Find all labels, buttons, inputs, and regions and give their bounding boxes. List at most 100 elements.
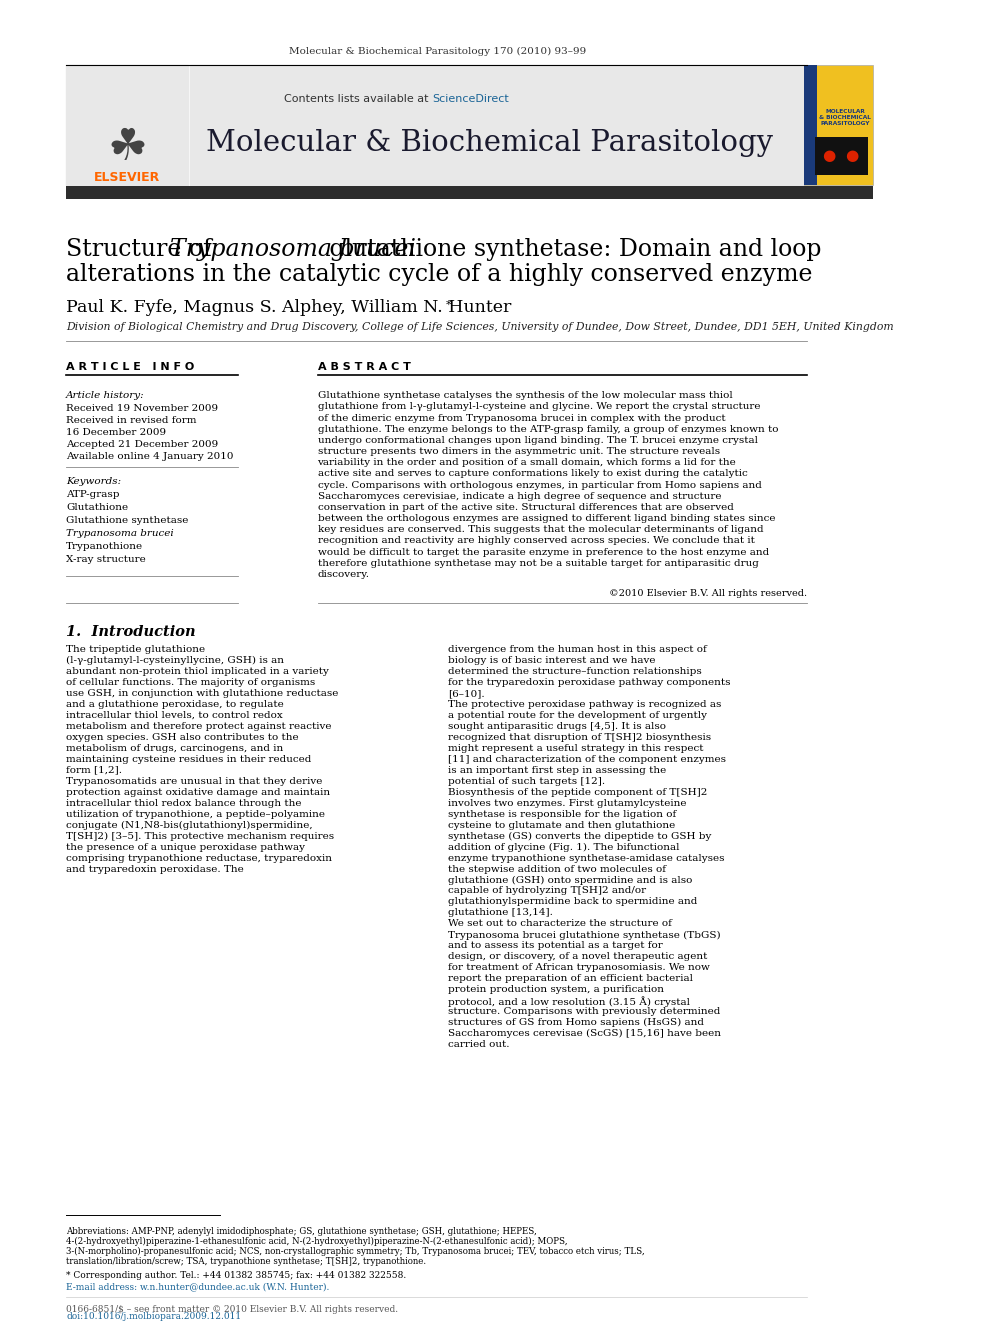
Text: Trypanosomatids are unusual in that they derive: Trypanosomatids are unusual in that they… [66,777,322,786]
Text: recognition and reactivity are highly conserved across species. We conclude that: recognition and reactivity are highly co… [317,536,754,545]
Text: determined the structure–function relationships: determined the structure–function relati… [448,667,701,676]
Text: T[SH]2) [3–5]. This protective mechanism requires: T[SH]2) [3–5]. This protective mechanism… [66,832,334,840]
Text: Trypanosoma brucei: Trypanosoma brucei [171,238,416,261]
Text: structure presents two dimers in the asymmetric unit. The structure reveals: structure presents two dimers in the asy… [317,447,719,456]
Text: divergence from the human host in this aspect of: divergence from the human host in this a… [448,646,706,654]
Text: [11] and characterization of the component enzymes: [11] and characterization of the compone… [448,755,726,763]
Text: of cellular functions. The majority of organisms: of cellular functions. The majority of o… [66,677,315,687]
Text: Keywords:: Keywords: [66,478,121,486]
Text: A R T I C L E   I N F O: A R T I C L E I N F O [66,363,194,372]
Text: glutathione from l-γ-glutamyl-l-cysteine and glycine. We report the crystal stru: glutathione from l-γ-glutamyl-l-cysteine… [317,402,760,411]
Text: 16 December 2009: 16 December 2009 [66,429,167,437]
Text: protein production system, a purification: protein production system, a purificatio… [448,986,664,995]
Text: form [1,2].: form [1,2]. [66,766,122,775]
Text: X-ray structure: X-ray structure [66,554,146,564]
Text: use GSH, in conjunction with glutathione reductase: use GSH, in conjunction with glutathione… [66,689,338,699]
Text: would be difficult to target the parasite enzyme in preference to the host enzym: would be difficult to target the parasit… [317,548,769,557]
Text: Article history:: Article history: [66,392,145,400]
Text: for treatment of African trypanosomiasis. We now: for treatment of African trypanosomiasis… [448,963,710,972]
Text: design, or discovery, of a novel therapeutic agent: design, or discovery, of a novel therape… [448,953,707,962]
Text: ☘: ☘ [107,126,147,169]
Text: cysteine to glutamate and then glutathione: cysteine to glutamate and then glutathio… [448,820,676,830]
Text: sought antiparasitic drugs [4,5]. It is also: sought antiparasitic drugs [4,5]. It is … [448,722,666,730]
Text: metabolism of drugs, carcinogens, and in: metabolism of drugs, carcinogens, and in [66,744,284,753]
Text: glutathione (GSH) onto spermidine and is also: glutathione (GSH) onto spermidine and is… [448,876,692,885]
Text: Saccharomyces cerevisiae, indicate a high degree of sequence and structure: Saccharomyces cerevisiae, indicate a hig… [317,492,721,500]
Text: involves two enzymes. First glutamylcysteine: involves two enzymes. First glutamylcyst… [448,799,686,807]
Text: 0166-6851/$ – see front matter © 2010 Elsevier B.V. All rights reserved.: 0166-6851/$ – see front matter © 2010 El… [66,1306,398,1314]
FancyBboxPatch shape [66,65,187,185]
Text: addition of glycine (Fig. 1). The bifunctional: addition of glycine (Fig. 1). The bifunc… [448,843,680,852]
Text: glutathione [13,14].: glutathione [13,14]. [448,909,553,917]
Text: metabolism and therefore protect against reactive: metabolism and therefore protect against… [66,722,331,730]
Text: Division of Biological Chemistry and Drug Discovery, College of Life Sciences, U: Division of Biological Chemistry and Dru… [66,323,894,332]
Text: Trypanosoma brucei: Trypanosoma brucei [66,529,174,538]
Text: doi:10.1016/j.molbiopara.2009.12.011: doi:10.1016/j.molbiopara.2009.12.011 [66,1312,241,1322]
FancyBboxPatch shape [189,65,805,185]
Text: Contents lists available at: Contents lists available at [284,94,433,103]
Text: A B S T R A C T: A B S T R A C T [317,363,411,372]
Text: 1.  Introduction: 1. Introduction [66,624,195,639]
Text: the presence of a unique peroxidase pathway: the presence of a unique peroxidase path… [66,843,306,852]
Text: 4-(2-hydroxyethyl)piperazine-1-ethanesulfonic acid, N-(2-hydroxyethyl)piperazine: 4-(2-hydroxyethyl)piperazine-1-ethanesul… [66,1237,567,1246]
Text: intracellular thiol levels, to control redox: intracellular thiol levels, to control r… [66,710,283,720]
Text: for the tryparedoxin peroxidase pathway components: for the tryparedoxin peroxidase pathway … [448,677,730,687]
Text: Molecular & Biochemical Parasitology 170 (2010) 93–99: Molecular & Biochemical Parasitology 170… [289,48,586,57]
Text: utilization of trypanothione, a peptide–polyamine: utilization of trypanothione, a peptide–… [66,810,325,819]
Text: variability in the order and position of a small domain, which forms a lid for t: variability in the order and position of… [317,458,736,467]
Text: [6–10].: [6–10]. [448,689,485,699]
Text: abundant non-protein thiol implicated in a variety: abundant non-protein thiol implicated in… [66,667,329,676]
Text: Available online 4 January 2010: Available online 4 January 2010 [66,452,234,460]
FancyBboxPatch shape [805,65,873,185]
Text: Molecular & Biochemical Parasitology: Molecular & Biochemical Parasitology [206,128,773,156]
Text: translation/libration/screw; TSA, trypanothione synthetase; T[SH]2, trypanothion: translation/libration/screw; TSA, trypan… [66,1257,427,1266]
Text: Saccharomyces cerevisae (ScGS) [15,16] have been: Saccharomyces cerevisae (ScGS) [15,16] h… [448,1029,721,1039]
Text: is an important first step in assessing the: is an important first step in assessing … [448,766,667,775]
Text: Structure of: Structure of [66,238,219,261]
Text: capable of hydrolyzing T[SH]2 and/or: capable of hydrolyzing T[SH]2 and/or [448,886,646,896]
Text: ●  ●: ● ● [823,148,859,163]
Text: Abbreviations: AMP-PNP, adenylyl imidodiphosphate; GS, glutathione synthetase; G: Abbreviations: AMP-PNP, adenylyl imidodi… [66,1228,537,1237]
Text: ScienceDirect: ScienceDirect [433,94,509,103]
Text: protection against oxidative damage and maintain: protection against oxidative damage and … [66,787,330,796]
Text: synthetase is responsible for the ligation of: synthetase is responsible for the ligati… [448,810,677,819]
Text: undergo conformational changes upon ligand binding. The T. brucei enzyme crystal: undergo conformational changes upon liga… [317,435,758,445]
Text: synthetase (GS) converts the dipeptide to GSH by: synthetase (GS) converts the dipeptide t… [448,832,711,840]
Text: biology is of basic interest and we have: biology is of basic interest and we have [448,656,656,665]
Text: Glutathione synthetase: Glutathione synthetase [66,516,188,525]
Text: Received 19 November 2009: Received 19 November 2009 [66,404,218,413]
Text: Trypanosoma brucei glutathione synthetase (TbGS): Trypanosoma brucei glutathione synthetas… [448,930,720,939]
Text: Accepted 21 December 2009: Accepted 21 December 2009 [66,441,218,448]
Text: Paul K. Fyfe, Magnus S. Alphey, William N. Hunter: Paul K. Fyfe, Magnus S. Alphey, William … [66,299,512,316]
Text: oxygen species. GSH also contributes to the: oxygen species. GSH also contributes to … [66,733,299,742]
Text: might represent a useful strategy in this respect: might represent a useful strategy in thi… [448,744,703,753]
Text: Glutathione: Glutathione [66,503,128,512]
Text: conservation in part of the active site. Structural differences that are observe: conservation in part of the active site.… [317,503,733,512]
Text: key residues are conserved. This suggests that the molecular determinants of lig: key residues are conserved. This suggest… [317,525,763,534]
Text: conjugate (N1,N8-bis(glutathionyl)spermidine,: conjugate (N1,N8-bis(glutathionyl)spermi… [66,820,312,830]
Text: The protective peroxidase pathway is recognized as: The protective peroxidase pathway is rec… [448,700,721,709]
Text: Received in revised form: Received in revised form [66,417,196,425]
Text: 3-(N-morpholino)-propanesulfonic acid; NCS, non-crystallographic symmetry; Tb, T: 3-(N-morpholino)-propanesulfonic acid; N… [66,1248,645,1257]
Text: (l-γ-glutamyl-l-cysteinyllycine, GSH) is an: (l-γ-glutamyl-l-cysteinyllycine, GSH) is… [66,656,284,665]
Text: ©2010 Elsevier B.V. All rights reserved.: ©2010 Elsevier B.V. All rights reserved. [609,589,807,598]
Text: Biosynthesis of the peptide component of T[SH]2: Biosynthesis of the peptide component of… [448,787,707,796]
Text: cycle. Comparisons with orthologous enzymes, in particular from Homo sapiens and: cycle. Comparisons with orthologous enzy… [317,480,762,490]
Text: *: * [445,300,451,311]
Text: alterations in the catalytic cycle of a highly conserved enzyme: alterations in the catalytic cycle of a … [66,263,812,286]
Text: recognized that disruption of T[SH]2 biosynthesis: recognized that disruption of T[SH]2 bio… [448,733,711,742]
Text: maintaining cysteine residues in their reduced: maintaining cysteine residues in their r… [66,755,311,763]
Text: E-mail address: w.n.hunter@dundee.ac.uk (W.N. Hunter).: E-mail address: w.n.hunter@dundee.ac.uk … [66,1282,329,1291]
FancyBboxPatch shape [805,65,816,185]
FancyBboxPatch shape [66,185,873,198]
Text: MOLECULAR
& BIOCHEMICAL
PARASITOLOGY: MOLECULAR & BIOCHEMICAL PARASITOLOGY [819,110,871,126]
Text: enzyme trypanothione synthetase-amidase catalyses: enzyme trypanothione synthetase-amidase … [448,853,724,863]
Text: ELSEVIER: ELSEVIER [94,171,160,184]
Text: the stepwise addition of two molecules of: the stepwise addition of two molecules o… [448,864,666,873]
Text: and tryparedoxin peroxidase. The: and tryparedoxin peroxidase. The [66,864,244,873]
Text: Trypanothione: Trypanothione [66,542,143,550]
Text: protocol, and a low resolution (3.15 Å) crystal: protocol, and a low resolution (3.15 Å) … [448,996,690,1007]
Text: glutathionylspermidine back to spermidine and: glutathionylspermidine back to spermidin… [448,897,697,906]
Text: carried out.: carried out. [448,1040,510,1049]
Text: of the dimeric enzyme from Trypanosoma brucei in complex with the product: of the dimeric enzyme from Trypanosoma b… [317,414,725,422]
